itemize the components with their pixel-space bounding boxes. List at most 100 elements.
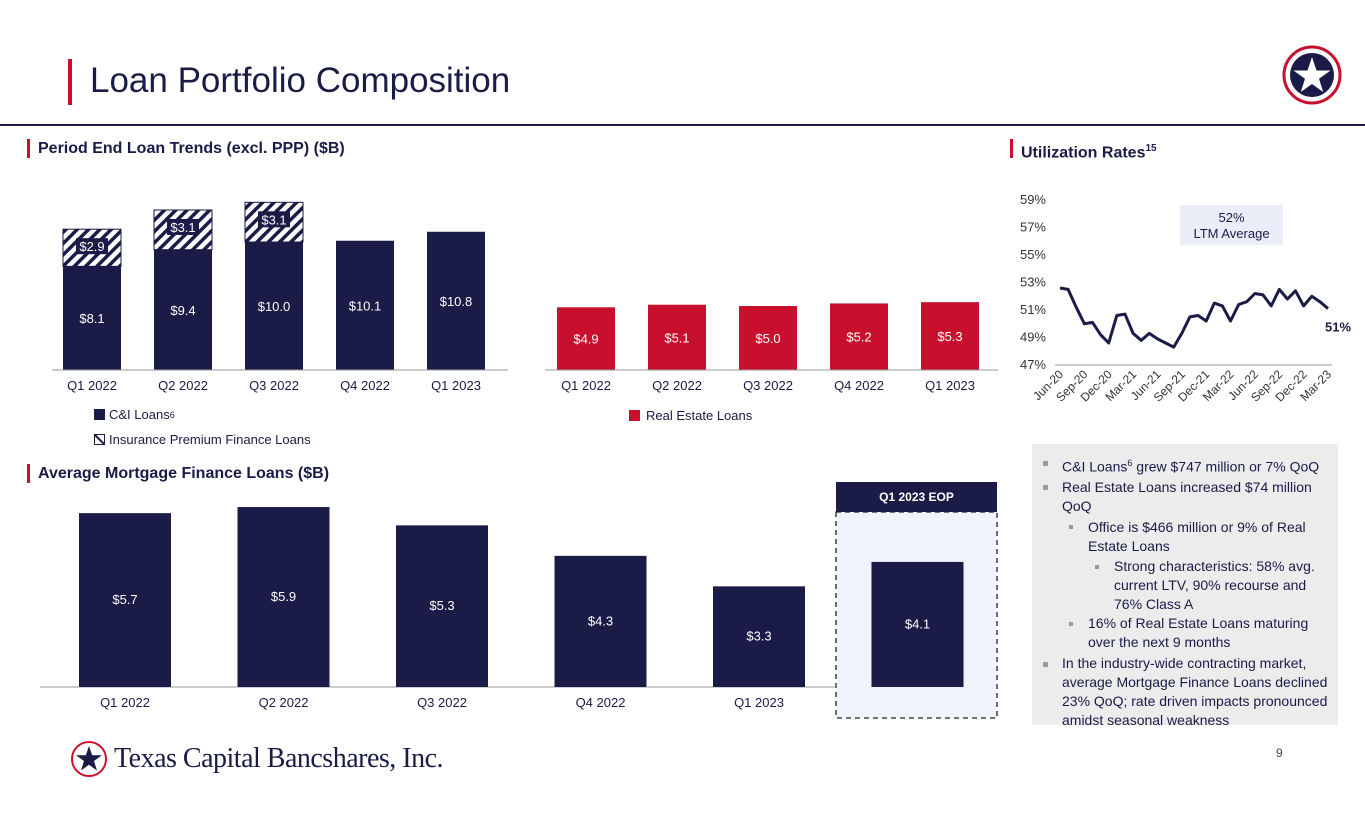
x-tick-label: Q1 2023: [734, 695, 784, 710]
bar-ci: [336, 240, 394, 370]
x-tick-label: Q3 2022: [417, 695, 467, 710]
re-loans-chart: $4.9 Q1 2022 $5.1 Q2 2022 $5.0 Q3 2022 $5.2 Q4 …: [545, 302, 998, 393]
bullet-marker: [1043, 485, 1048, 490]
bar-mortgage: [396, 525, 488, 687]
company-name: Texas Capital Bancshares, Inc.: [114, 743, 444, 774]
bar-ci: [154, 249, 212, 370]
bar-mortgage: [713, 586, 805, 687]
eop-header-label: Q1 2023 EOP: [879, 490, 954, 504]
bar-label-re: $5.1: [664, 330, 689, 345]
bar-label-ci: $8.1: [79, 311, 104, 326]
loan-trends-title: Period End Loan Trends (excl. PPP) ($B): [38, 140, 345, 157]
y-tick-label: 57%: [1020, 220, 1046, 235]
star-logo-icon: [1282, 45, 1342, 105]
mortgage-title: Average Mortgage Finance Loans ($B): [38, 465, 330, 482]
eop-header: [836, 482, 997, 512]
end-value-label: 51%: [1325, 320, 1351, 335]
bar-label-mortgage: $5.7: [112, 592, 137, 607]
bar-ci: [245, 242, 303, 370]
legend-footnote-ci: 6: [169, 409, 175, 420]
bar-label-mortgage: $4.3: [588, 613, 613, 628]
y-tick-label: 47%: [1020, 357, 1046, 372]
bar-mortgage: [554, 555, 647, 687]
bar-mortgage: [79, 513, 171, 687]
utilization-title: Utilization Rates15: [1021, 143, 1157, 162]
bullet-characteristics: Strong characteristics: 58% avg. current…: [1114, 558, 1315, 612]
legend-label-re: Real Estate Loans: [646, 408, 753, 423]
bar-label-mortgage: $5.9: [271, 589, 296, 604]
page-number: 9: [1276, 746, 1283, 760]
header-rule: [0, 124, 1365, 126]
x-tick-label: Q3 2022: [249, 378, 299, 393]
section-accent-bar: [1010, 139, 1013, 158]
utilization-chart: 47%49%51%53%55%57%59%Jun-20Sep-20Dec-20M…: [1020, 192, 1351, 404]
bar-re: [921, 302, 979, 370]
x-tick-label: Q1 2022: [67, 378, 117, 393]
bullet-marker: [1069, 525, 1073, 529]
bar-label-re: $5.2: [846, 330, 871, 345]
x-tick-label: Q1 2023: [431, 378, 481, 393]
x-tick-label: Q2 2022: [259, 695, 309, 710]
title-accent-bar: [68, 59, 72, 105]
ltm-annotation-box: [1180, 205, 1283, 245]
x-tick-label: Q4 2022: [834, 378, 884, 393]
legend-ci: C&I Loans 6: [94, 407, 175, 422]
bar-re: [648, 304, 706, 370]
bar-label-ipf: $3.1: [170, 220, 195, 235]
bullet-maturing: 16% of Real Estate Loans maturing over t…: [1088, 615, 1309, 650]
bullet-marker: [1095, 565, 1099, 569]
x-tick-label: Q2 2022: [158, 378, 208, 393]
x-tick-label: Q3 2022: [743, 378, 793, 393]
utilization-line: [1059, 286, 1329, 349]
y-tick-label: 51%: [1020, 302, 1046, 317]
bar-re: [830, 303, 888, 370]
x-tick-label: Q4 2022: [576, 695, 626, 710]
legend-re: Real Estate Loans: [629, 408, 752, 423]
bar-label-re: $5.0: [755, 331, 780, 346]
bar-label-ci: $9.4: [170, 303, 195, 318]
bar-label-bg: [258, 211, 290, 228]
x-tick-label: Q4 2022: [340, 378, 390, 393]
x-tick-label: Q1 2023: [925, 378, 975, 393]
bar-label-ipf: $2.9: [79, 239, 104, 254]
ltm-label: LTM Average: [1193, 226, 1269, 241]
legend-label-ci: C&I Loans: [109, 407, 170, 422]
bar-label-re: $4.9: [573, 332, 598, 347]
section-accent-bar: [27, 139, 30, 158]
page-title: Loan Portfolio Composition: [90, 61, 511, 100]
bullet-office: Office is $466 million or 9% of Real Est…: [1088, 519, 1306, 554]
ci-loans-chart: $8.1 $2.9 Q1 2022 $9.4 $3.1 Q2 2022 $10.0 $3.1 Q…: [52, 201, 508, 393]
bar-mortgage: [871, 561, 964, 687]
bar-label-bg: [167, 219, 199, 235]
bullet-re: Real Estate Loans increased $74 million …: [1062, 479, 1312, 514]
ltm-value: 52%: [1218, 210, 1244, 225]
bullet-mortgage: In the industry-wide contracting market,…: [1062, 655, 1328, 728]
bar-label-mortgage: $5.3: [429, 598, 454, 613]
y-tick-label: 59%: [1020, 192, 1046, 207]
commentary-panel: C&I Loans6 grew $747 million or 7% QoQ R…: [1032, 444, 1338, 728]
bar-label-mortgage: $3.3: [746, 629, 771, 644]
bar-ci: [427, 231, 485, 370]
footer-star-icon: [71, 741, 107, 777]
legend-swatch-ipf: [94, 434, 105, 445]
legend-swatch-ci: [94, 409, 105, 420]
bar-label-ci: $10.0: [258, 299, 291, 314]
bar-label-ci: $10.1: [349, 298, 382, 313]
bullet-marker: [1043, 461, 1048, 466]
bar-label-mortgage: $4.1: [905, 616, 930, 631]
bar-re: [557, 307, 615, 370]
section-accent-bar: [27, 464, 30, 483]
bar-label-ci: $10.8: [440, 294, 473, 309]
bullet-ci: C&I Loans6 grew $747 million or 7% QoQ: [1062, 458, 1320, 475]
bar-label-ipf: $3.1: [261, 212, 286, 227]
mortgage-chart: Q1 2023 EOP $5.7 Q1 2022 $5.9 Q2 2022 $5.3 Q3 …: [40, 482, 998, 719]
legend-ipf: Insurance Premium Finance Loans: [94, 432, 311, 447]
y-tick-label: 53%: [1020, 275, 1046, 290]
y-tick-label: 55%: [1020, 247, 1046, 262]
legend-label-ipf: Insurance Premium Finance Loans: [109, 432, 311, 447]
bar-re: [739, 306, 797, 370]
footer-logo: Texas Capital Bancshares, Inc.: [70, 740, 444, 778]
bar-ci: [63, 266, 121, 370]
x-tick-label: Q2 2022: [652, 378, 702, 393]
bar-label-re: $5.3: [937, 329, 962, 344]
